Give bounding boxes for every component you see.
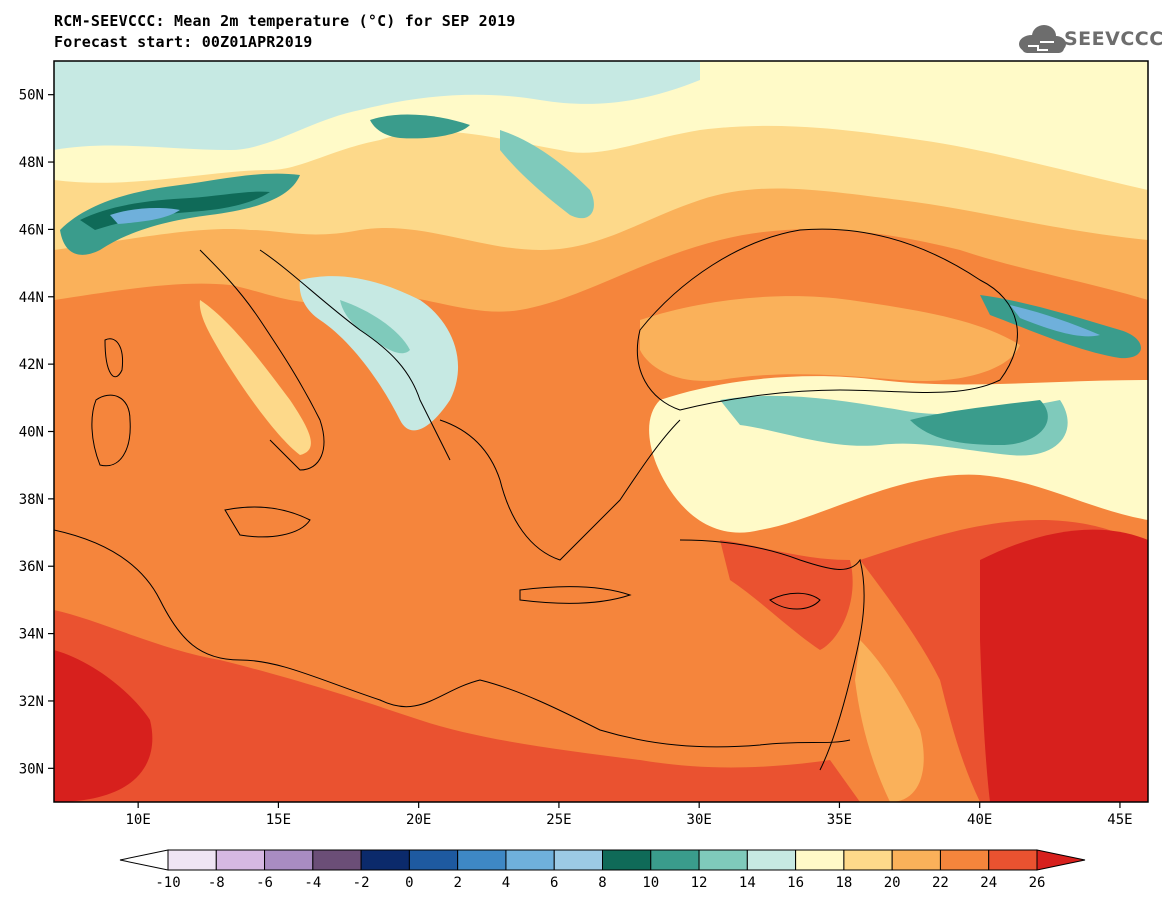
black-sea-coast [636, 228, 1018, 411]
lon-label: 10E [126, 812, 151, 828]
lat-label: 30N [19, 761, 44, 777]
crete [519, 586, 632, 604]
levant-coast [679, 539, 865, 771]
sinai-20-22 [855, 640, 924, 802]
longitude-axis: 10E 15E 20E 25E 30E 35E 40E 45E [126, 802, 1133, 828]
anatolia-10-12 [910, 400, 1048, 445]
africa-24-26 [54, 610, 860, 802]
lon-label: 15E [266, 812, 291, 828]
north-africa-coast [54, 529, 851, 748]
temperature-field [54, 61, 1148, 802]
lat-label: 50N [19, 88, 44, 104]
lat-label: 40N [19, 425, 44, 441]
levantine-24-26 [720, 540, 853, 650]
apennines-18-20 [199, 300, 311, 455]
sardinia [91, 394, 131, 467]
carpathian-12-14 [500, 130, 594, 219]
lat-label: 38N [19, 492, 44, 508]
map-title: RCM-SEEVCCC: Mean 2m temperature (°C) fo… [54, 12, 516, 30]
coastlines [54, 228, 1018, 771]
alps-6-8 [110, 207, 180, 224]
lon-label: 30E [687, 812, 712, 828]
seevccc-logo-text: SEEVCCC [1064, 28, 1164, 50]
italy-coast [199, 249, 325, 471]
lon-label: 35E [827, 812, 852, 828]
lat-label: 36N [19, 559, 44, 575]
black-sea-20-22 [640, 296, 1020, 381]
dinaric-12-14 [340, 300, 410, 354]
adriatic-coast [259, 249, 451, 461]
cyprus [769, 592, 821, 610]
latitude-axis: 50N 48N 46N 44N 42N 40N 38N 36N 34N 32N 30N [19, 88, 54, 777]
iraq-26plus [980, 529, 1148, 802]
lon-label: 40E [967, 812, 992, 828]
sicily [224, 506, 311, 538]
lat-label: 44N [19, 290, 44, 306]
balkans-14-16 [299, 276, 459, 431]
caucasus-6-8 [1010, 305, 1100, 337]
africa-26plus [54, 650, 153, 802]
corsica [104, 338, 124, 378]
field-14-16 [54, 61, 700, 150]
lat-label: 48N [19, 155, 44, 171]
greece-coast [439, 419, 681, 561]
lon-label: 25E [546, 812, 571, 828]
lon-label: 20E [406, 812, 431, 828]
tatra-10-12 [370, 114, 470, 139]
forecast-start-label: Forecast start: 00Z01APR2019 [54, 33, 313, 51]
lat-label: 32N [19, 694, 44, 710]
cloud-logo-icon [1019, 25, 1066, 53]
lon-label: 45E [1107, 812, 1132, 828]
lat-label: 42N [19, 357, 44, 373]
lat-label: 46N [19, 222, 44, 238]
lat-label: 34N [19, 627, 44, 643]
